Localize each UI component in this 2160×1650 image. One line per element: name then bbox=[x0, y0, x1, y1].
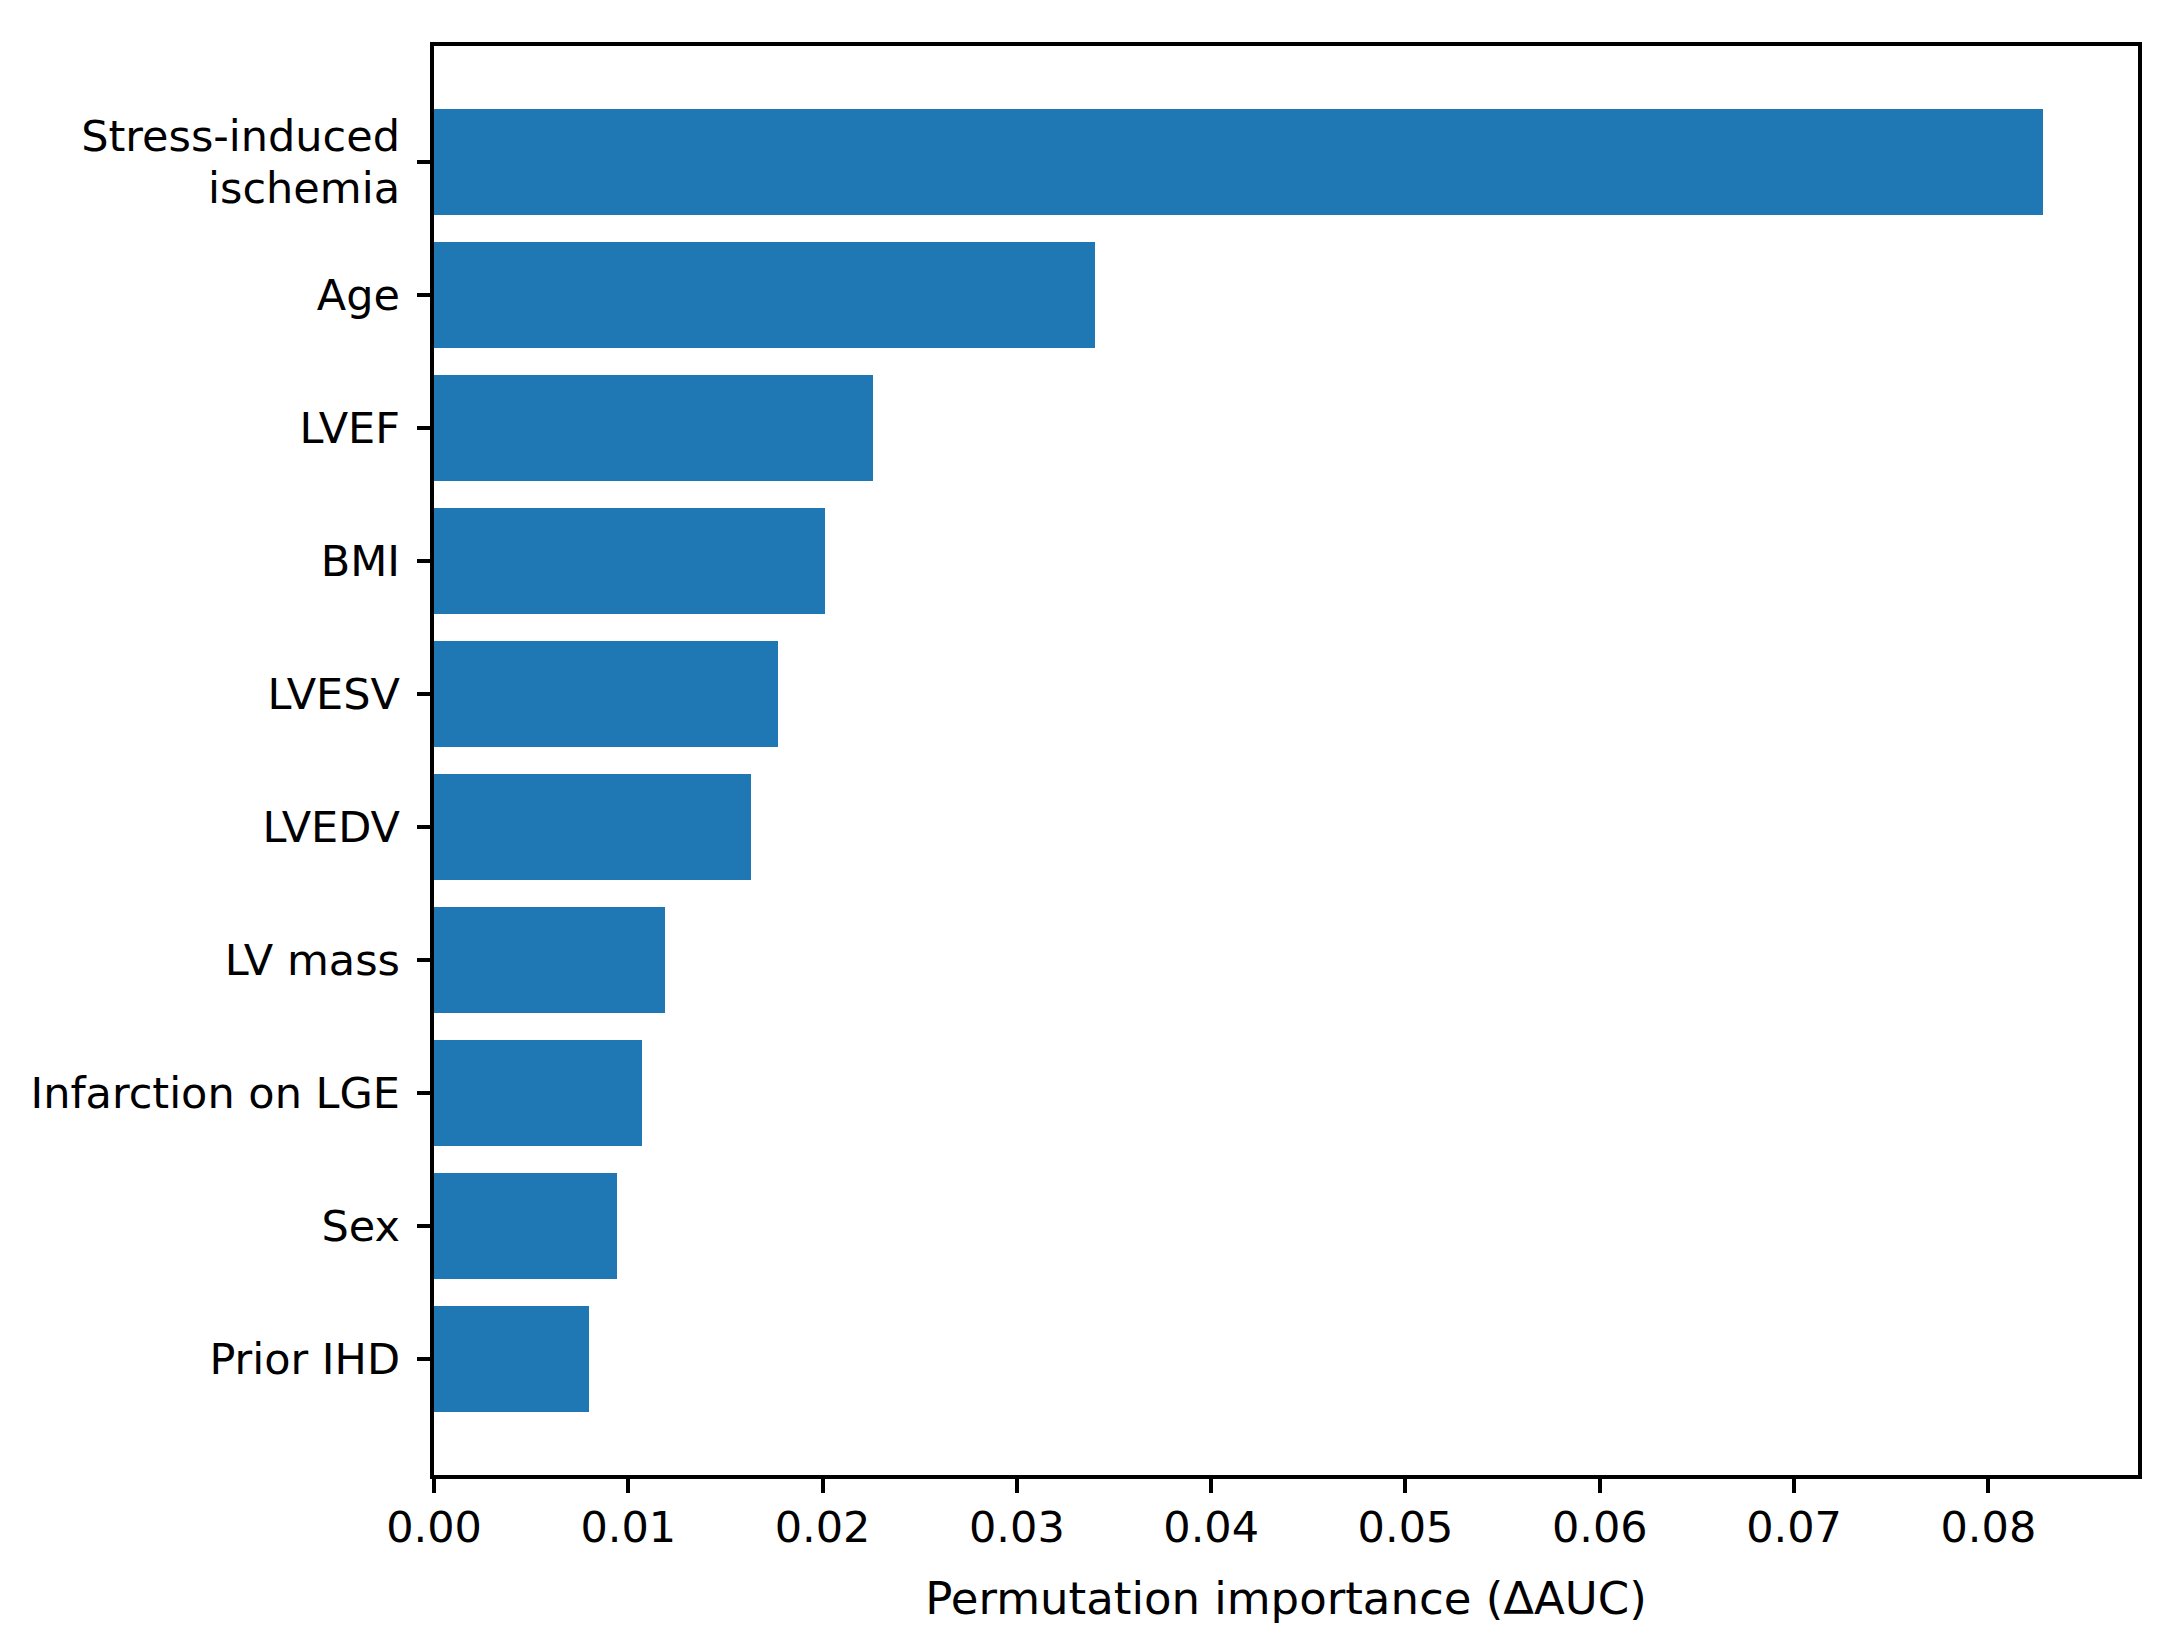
bar-9 bbox=[434, 1306, 589, 1412]
x-tick-label: 0.07 bbox=[1746, 1502, 1842, 1552]
bar-7 bbox=[434, 1040, 642, 1146]
x-axis-title: Permutation importance (ΔAUC) bbox=[434, 1572, 2138, 1626]
y-tick-mark bbox=[417, 1224, 430, 1228]
x-tick-mark bbox=[1598, 1479, 1602, 1493]
x-tick-mark bbox=[1015, 1479, 1019, 1493]
bar-1 bbox=[434, 242, 1095, 348]
x-tick-mark bbox=[1986, 1479, 1990, 1493]
x-tick-label: 0.01 bbox=[580, 1502, 676, 1552]
x-tick-mark bbox=[432, 1479, 436, 1493]
y-tick-label: Sex bbox=[322, 1200, 400, 1252]
x-tick-label: 0.06 bbox=[1552, 1502, 1648, 1552]
y-tick-label: Stress-induced ischemia bbox=[81, 110, 400, 214]
y-tick-label: Infarction on LGE bbox=[30, 1067, 400, 1119]
y-tick-mark bbox=[417, 293, 430, 297]
y-tick-label: BMI bbox=[321, 535, 400, 587]
x-tick-mark bbox=[1209, 1479, 1213, 1493]
y-tick-mark bbox=[417, 559, 430, 563]
x-tick-mark bbox=[821, 1479, 825, 1493]
y-tick-label: LVESV bbox=[267, 668, 400, 720]
plot-area bbox=[430, 42, 2142, 1479]
x-tick-mark bbox=[1792, 1479, 1796, 1493]
x-tick-label: 0.03 bbox=[969, 1502, 1065, 1552]
x-tick-mark bbox=[626, 1479, 630, 1493]
bar-3 bbox=[434, 508, 825, 614]
y-tick-mark bbox=[417, 1091, 430, 1095]
x-tick-label: 0.05 bbox=[1358, 1502, 1454, 1552]
bar-5 bbox=[434, 774, 751, 880]
figure: Stress-induced ischemia Age LVEF BMI LVESV LV… bbox=[0, 0, 2160, 1650]
bar-0 bbox=[434, 109, 2043, 215]
y-tick-mark bbox=[417, 692, 430, 696]
y-tick-mark bbox=[417, 160, 430, 164]
y-tick-label: LVEF bbox=[299, 402, 400, 454]
bar-2 bbox=[434, 375, 873, 481]
y-tick-mark bbox=[417, 426, 430, 430]
y-tick-label: LV mass bbox=[225, 934, 400, 986]
y-tick-mark bbox=[417, 825, 430, 829]
x-tick-label: 0.04 bbox=[1163, 1502, 1259, 1552]
y-tick-label: Prior IHD bbox=[209, 1333, 400, 1385]
bar-8 bbox=[434, 1173, 617, 1279]
y-tick-mark bbox=[417, 958, 430, 962]
y-tick-label: Age bbox=[317, 269, 400, 321]
x-tick-label: 0.00 bbox=[386, 1502, 482, 1552]
bar-6 bbox=[434, 907, 665, 1013]
x-tick-label: 0.08 bbox=[1941, 1502, 2037, 1552]
y-tick-label: LVEDV bbox=[262, 801, 400, 853]
x-tick-mark bbox=[1403, 1479, 1407, 1493]
y-tick-mark bbox=[417, 1357, 430, 1361]
bar-4 bbox=[434, 641, 778, 747]
x-tick-label: 0.02 bbox=[775, 1502, 871, 1552]
